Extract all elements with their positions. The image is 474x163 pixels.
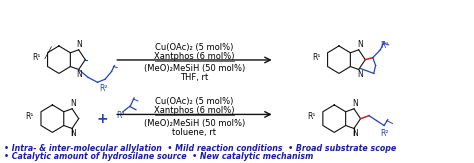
Text: R²: R²	[380, 129, 388, 138]
Text: N: N	[352, 129, 358, 138]
Text: • Catalytic amount of hydrosilane source  • New catalytic mechanism: • Catalytic amount of hydrosilane source…	[3, 152, 313, 162]
Text: R²: R²	[99, 84, 108, 93]
Text: Xantphos (6 mol%): Xantphos (6 mol%)	[154, 52, 235, 60]
Text: R¹: R¹	[32, 53, 40, 62]
Text: N: N	[357, 40, 363, 49]
Text: R¹: R¹	[25, 112, 34, 121]
Text: • Intra- & inter-molecular allylation  • Mild reaction conditions  • Broad subst: • Intra- & inter-molecular allylation • …	[3, 144, 396, 153]
Text: Cu(OAc)₂ (5 mol%): Cu(OAc)₂ (5 mol%)	[155, 43, 234, 52]
Text: N: N	[77, 70, 82, 80]
Text: THF, rt: THF, rt	[180, 73, 209, 82]
Text: R¹: R¹	[307, 112, 316, 121]
Text: R²: R²	[117, 111, 125, 120]
Text: N: N	[352, 99, 358, 108]
Text: N: N	[77, 40, 82, 49]
Text: Cu(OAc)₂ (5 mol%): Cu(OAc)₂ (5 mol%)	[155, 97, 234, 106]
Text: (MeO)₂MeSiH (50 mol%): (MeO)₂MeSiH (50 mol%)	[144, 119, 245, 128]
Text: N: N	[70, 129, 76, 138]
Text: N: N	[357, 70, 363, 80]
Text: R¹: R¹	[312, 53, 320, 62]
Text: toluene, rt: toluene, rt	[173, 128, 217, 137]
Text: (MeO)₂MeSiH (50 mol%): (MeO)₂MeSiH (50 mol%)	[144, 64, 245, 73]
Text: +: +	[96, 112, 108, 126]
Text: N: N	[70, 99, 76, 108]
Text: R²: R²	[380, 41, 388, 50]
Text: Xantphos (6 mol%): Xantphos (6 mol%)	[154, 106, 235, 115]
